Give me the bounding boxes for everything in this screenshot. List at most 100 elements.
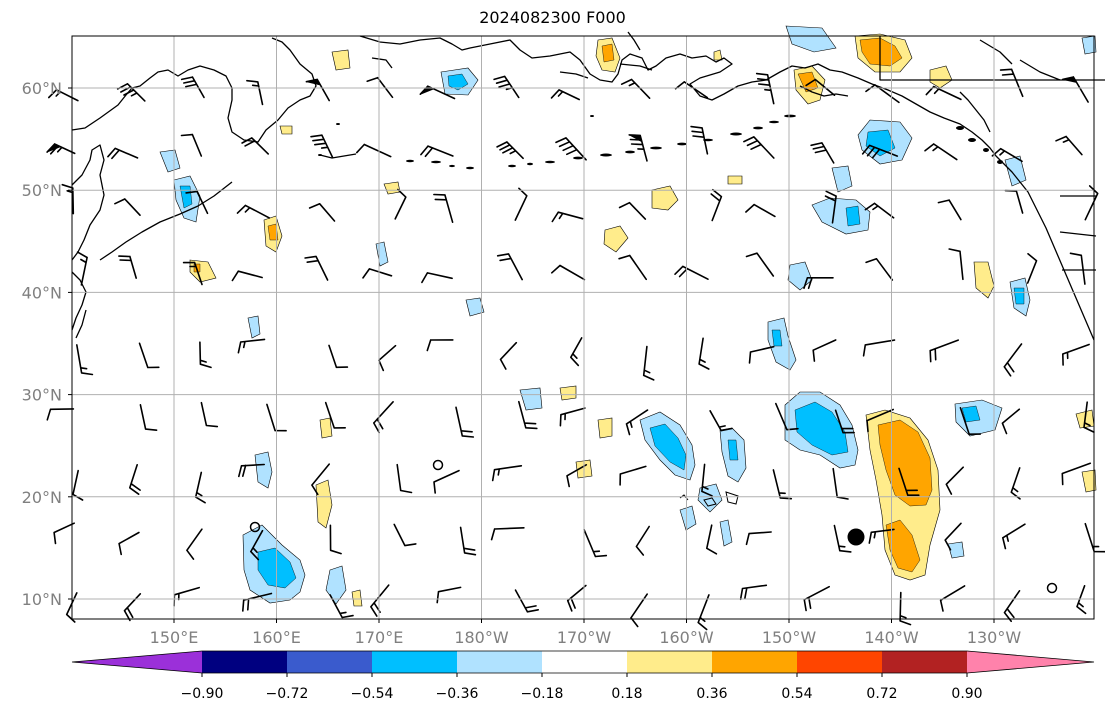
wind-barb (496, 141, 524, 160)
wind-barb (812, 339, 837, 362)
wind-barb (1062, 343, 1090, 366)
colorbar-tick-label: 0.18 (611, 686, 642, 702)
wind-barb (356, 143, 392, 158)
wind-barb (674, 265, 709, 280)
positive-core-shading (193, 37, 933, 573)
wind-barb (674, 81, 709, 99)
wind-barb (1061, 462, 1092, 486)
wind-barb (1026, 253, 1038, 284)
wind-barb (551, 264, 586, 281)
wind-barb (1004, 189, 1024, 214)
latitude-label: 20°N (22, 488, 62, 507)
colorbar-tick-label: −0.72 (266, 686, 309, 702)
wind-barb (48, 89, 79, 102)
wind-barb (241, 137, 269, 155)
wind-barb-pennant (628, 134, 642, 143)
wind-barb (426, 339, 454, 352)
coastlines (71, 31, 1105, 341)
calm-circle-marker (432, 459, 444, 471)
map-title: 2024082300 F000 (479, 8, 626, 27)
wind-barb (945, 466, 964, 495)
colorbar-extend-high (967, 651, 1094, 673)
wind-barb (394, 188, 407, 220)
wind-barb (107, 147, 139, 160)
longitude-label: 170°W (557, 628, 612, 647)
wind-barb (370, 584, 390, 617)
wind-barb (690, 125, 709, 155)
latitude-label: 10°N (22, 590, 62, 609)
wind-barb (824, 190, 837, 224)
wind-barb-pennant (46, 144, 61, 153)
colorbar-tick-label: 0.72 (866, 686, 897, 702)
wind-barb (833, 524, 852, 553)
wind-barb (635, 525, 650, 556)
wind-barb (551, 211, 584, 223)
station-markers (249, 459, 1058, 594)
colorbar-segment (372, 651, 457, 673)
wind-barb (866, 408, 894, 433)
wind-barb (433, 193, 454, 223)
wind-barb (748, 345, 775, 364)
wind-barb (199, 341, 212, 369)
wind-barb (118, 531, 140, 556)
wind-barb (1002, 523, 1026, 550)
colorbar-tick-label: −0.36 (436, 686, 479, 702)
wind-barb (455, 406, 475, 438)
wind-barb (1084, 185, 1099, 221)
wind-barb (514, 187, 528, 221)
wind-barb (570, 337, 583, 367)
wind-barb (396, 463, 413, 494)
wind-barb-pennant (1061, 77, 1077, 83)
wind-barb (129, 464, 141, 495)
wind-barb (180, 76, 205, 99)
wind-barb (620, 78, 651, 99)
wind-barb (139, 404, 158, 431)
longitude-label: 180°W (454, 628, 509, 647)
longitude-label: 170°E (355, 628, 404, 647)
wind-barb (939, 585, 966, 612)
wind-barb (308, 203, 336, 222)
wind-barb (421, 272, 453, 284)
wind-barb (378, 344, 397, 372)
wind-barb (868, 528, 895, 544)
wind-barb (834, 409, 855, 434)
wind-barb (310, 134, 334, 159)
wind-barb (1084, 522, 1105, 553)
wind-barb (1003, 590, 1021, 623)
wind-barb (114, 198, 141, 216)
aleutian-islands (318, 114, 1003, 170)
wind-barb (899, 591, 912, 626)
wind-barb (925, 85, 962, 101)
wind-barb (185, 190, 209, 215)
latitude-label: 30°N (22, 386, 62, 405)
wind-barb (710, 188, 723, 222)
graticule (72, 36, 1094, 619)
wind-barb (1069, 252, 1086, 285)
colorbar-segment (542, 651, 627, 673)
wind-barb (1055, 135, 1083, 156)
wind-barb (173, 586, 200, 607)
wind-barb (745, 203, 776, 218)
longitude-label: 140°W (864, 628, 919, 647)
wind-barb (362, 268, 393, 279)
wind-barb (123, 593, 142, 622)
wind-barb (755, 72, 775, 105)
wind-barb (698, 337, 710, 370)
wind-barb (328, 344, 349, 369)
wind-barb (697, 594, 710, 631)
wind-barb (709, 410, 733, 432)
wind-barb (1076, 585, 1087, 615)
wind-barb (566, 464, 588, 488)
wind-barb-pennant (305, 79, 321, 86)
longitude-label: 130°W (967, 628, 1022, 647)
wind-barb (393, 523, 417, 547)
wind-barb (491, 465, 523, 482)
colorbar-segment (797, 651, 882, 673)
wind-barb (238, 463, 265, 478)
wind-barb (810, 142, 835, 164)
wind-barb (739, 584, 768, 601)
wind-barb (898, 467, 920, 496)
wind-barb (324, 401, 346, 429)
wind-barb (420, 145, 454, 158)
colorbar-segment (882, 651, 967, 673)
